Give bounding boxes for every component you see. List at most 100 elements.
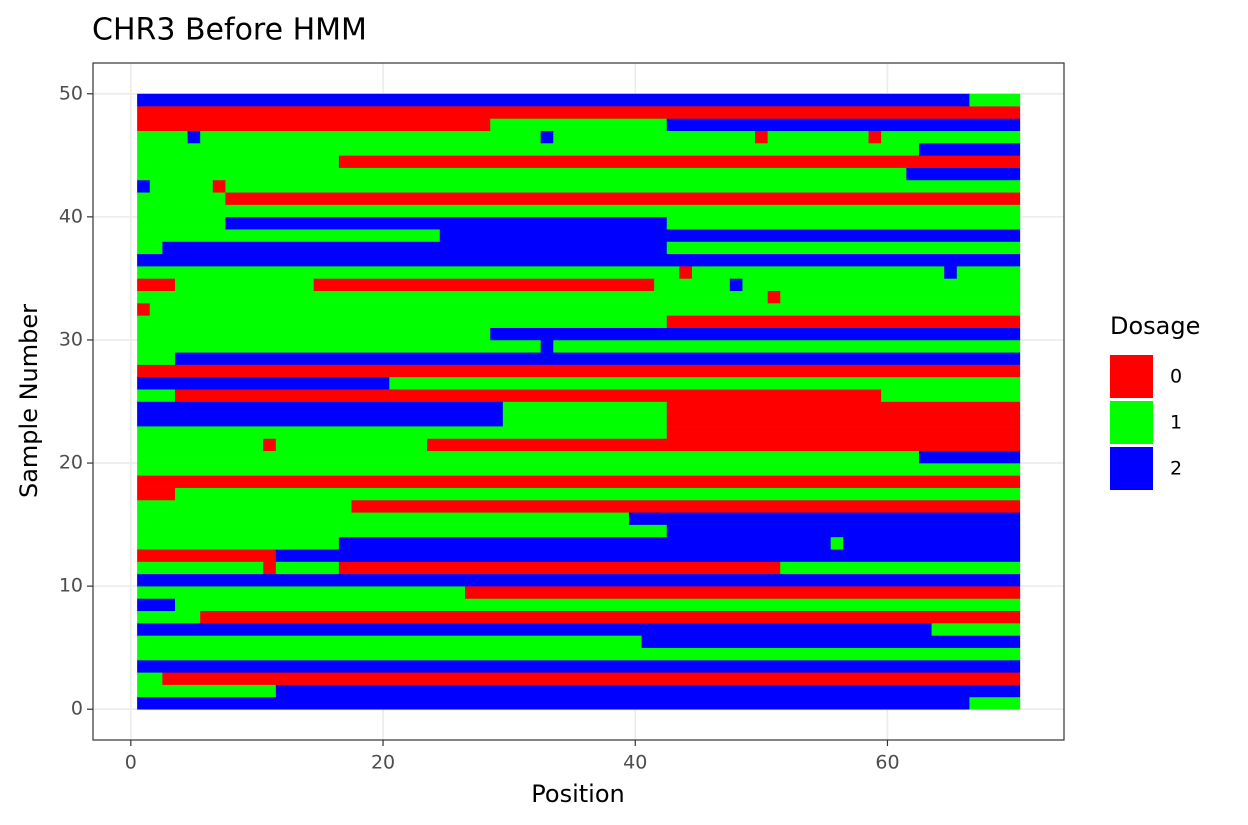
heat-cell [389,376,1021,390]
heat-cell [553,339,1021,353]
heat-cell [162,672,1021,685]
heat-cell [137,413,504,427]
heat-cell [137,179,151,193]
heat-cell [691,266,945,279]
heat-cell [830,536,844,550]
heat-cell [225,192,1021,205]
heat-cell [137,155,340,168]
chart-title: CHR3 Before HMM [92,13,367,48]
heat-cell [338,536,832,550]
heat-cell [439,229,1021,242]
heat-cell [137,192,226,205]
y-tick-label: 50 [59,82,83,104]
heat-cell [137,512,630,525]
heat-cell [149,179,214,193]
heat-cell [641,635,1021,648]
heat-cell [137,450,920,464]
heat-cell [137,684,277,698]
heat-cell [200,130,541,144]
heat-cell [137,524,668,538]
heat-cell [137,352,176,365]
heat-cell [149,303,1021,316]
heat-cell [767,290,781,304]
heat-cell [666,315,1021,328]
heat-cell [137,672,163,685]
heat-cell [137,438,264,452]
heat-cell [137,487,176,501]
heat-cell [137,610,201,624]
heat-cell [137,303,151,316]
heat-cell [137,106,1021,119]
heat-cell [918,450,1021,464]
heat-cell [767,130,869,144]
heat-cell [137,290,768,304]
heat-cell [427,438,1021,452]
heat-cell [465,586,1021,599]
heat-cell [137,327,491,341]
heat-cell [174,278,314,292]
x-axis-title: Position [531,780,624,808]
heat-cell [137,204,1021,218]
heat-cell [338,561,781,575]
heat-cell [275,549,1021,562]
heat-cell [137,561,264,575]
legend-key [1110,355,1153,398]
heat-cell [137,93,970,107]
y-axis-title: Sample Number [15,304,43,498]
heat-cell [666,118,1021,131]
heat-cell [174,487,1021,501]
legend-title: Dosage [1110,312,1200,340]
heat-cell [944,266,958,279]
legend-label: 2 [1170,458,1182,480]
heat-cell [187,130,201,144]
heat-cell [137,364,1021,378]
heat-cell [502,401,668,415]
heat-cell [628,512,1021,525]
heat-cell [212,179,226,193]
heat-cell [137,426,668,439]
heat-cell [490,118,668,131]
heat-cell [969,93,1021,107]
heat-cell [137,130,188,144]
heat-cell [137,118,491,131]
heat-cell [956,266,1021,279]
heat-cell [881,130,1021,144]
heat-cell [490,327,1021,341]
y-tick-label: 10 [59,575,83,597]
heat-cell [137,463,1021,476]
heat-cell [666,401,1021,415]
heat-cell [969,696,1021,710]
heat-cell [137,499,352,513]
heat-cell [666,216,1021,230]
heat-cell [780,561,1021,575]
heat-cell [263,561,277,575]
x-tick-label: 0 [125,752,137,774]
heat-cell [666,241,1021,255]
legend-key [1110,401,1153,444]
heat-cell [137,339,541,353]
heat-cell [137,229,441,242]
heat-cell [780,290,1021,304]
heat-cell [918,143,1021,156]
heat-cell [931,623,1021,636]
heat-cell [137,376,390,390]
heat-cell [338,155,1021,168]
heat-cell [225,216,668,230]
heat-cell [666,524,1021,538]
heat-cell [137,598,176,612]
heat-cell [174,389,882,402]
heat-cell [679,266,693,279]
heat-cell [263,438,277,452]
heat-cell [137,216,226,230]
heat-cell [275,561,340,575]
heat-cell [137,573,1021,587]
heat-cell [654,278,731,292]
heat-cell [137,536,340,550]
heat-cell [137,623,932,636]
heat-cell [906,167,1021,181]
heat-cell [225,179,1021,193]
x-tick-label: 20 [371,752,395,774]
heat-cell [742,278,1021,292]
heat-cell [137,266,680,279]
